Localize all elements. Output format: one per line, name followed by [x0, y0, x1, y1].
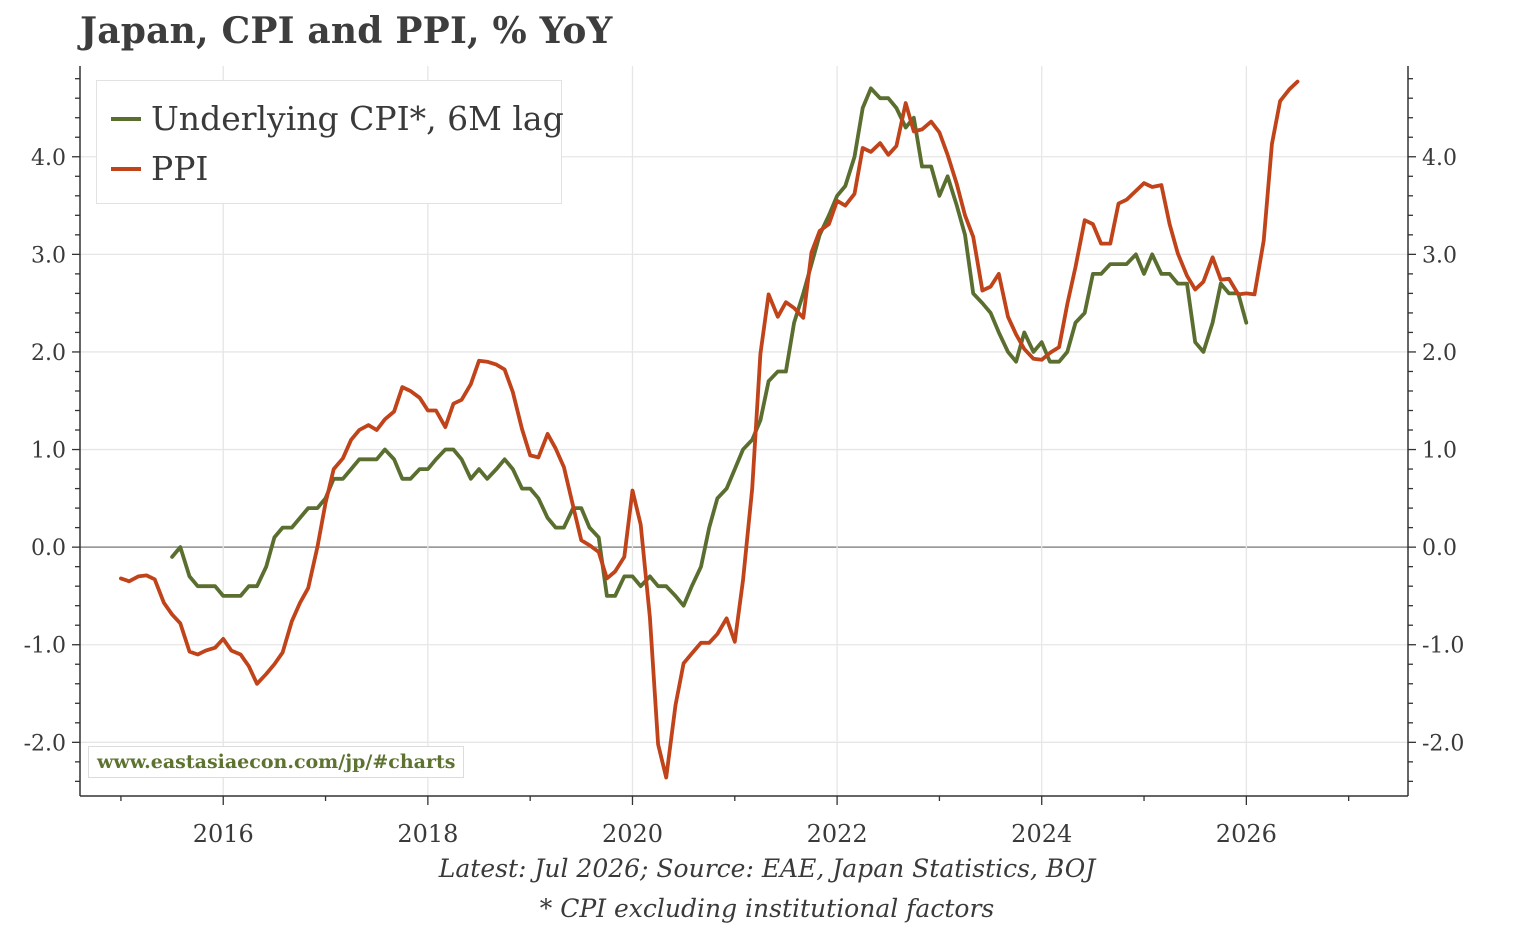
x-tick-label: 2022 [807, 820, 868, 848]
x-tick-label: 2026 [1216, 820, 1277, 848]
axes [72, 66, 1416, 805]
x-tick-label: 2016 [193, 820, 254, 848]
y-tick-label-left: 3.0 [31, 243, 66, 268]
y-tick-label-right: 4.0 [1422, 146, 1457, 171]
series-lines [119, 79, 1300, 780]
definition-note: * CPI excluding institutional factors [539, 894, 995, 923]
chart-title: Japan, CPI and PPI, % YoY [80, 10, 613, 52]
legend-item-cpi: Underlying CPI*, 6M lag [111, 99, 564, 138]
series-line-ppi [119, 79, 1300, 780]
y-tick-label-right: 2.0 [1422, 341, 1457, 366]
y-tick-label-right: 3.0 [1422, 243, 1457, 268]
x-tick-label: 2018 [397, 820, 458, 848]
legend: Underlying CPI*, 6M lag PPI [96, 80, 564, 204]
y-tick-label-right: 0.0 [1422, 536, 1457, 561]
y-tick-label-left: 2.0 [31, 341, 66, 366]
tick-labels: 4.0 4.0 3.0 3.0 2.0 2.0 1.0 1.0 0.0 0.0 -1.0 -1.0 -2… [24, 146, 1465, 848]
watermark-link-text: www.eastasiaecon.com/jp/#charts [88, 746, 465, 778]
x-tick-label: 2020 [602, 820, 663, 848]
legend-item-ppi: PPI [111, 149, 208, 188]
y-tick-label-right: -1.0 [1422, 634, 1464, 659]
y-tick-label-left: 1.0 [31, 439, 66, 464]
legend-swatch-ppi [111, 166, 141, 171]
y-tick-label-right: -2.0 [1422, 731, 1464, 756]
y-tick-label-right: 1.0 [1422, 439, 1457, 464]
y-tick-label-left: 0.0 [31, 536, 66, 561]
y-tick-label-left: -1.0 [24, 634, 66, 659]
legend-swatch-cpi [111, 116, 141, 121]
source-note: Latest: Jul 2026; Source: EAE, Japan Sta… [438, 854, 1096, 883]
legend-label-cpi: Underlying CPI*, 6M lag [151, 99, 564, 138]
y-tick-label-left: 4.0 [31, 146, 66, 171]
series-line-cpi [170, 86, 1249, 608]
x-tick-label: 2024 [1011, 820, 1072, 848]
y-tick-label-left: -2.0 [24, 731, 66, 756]
legend-label-ppi: PPI [151, 149, 209, 188]
